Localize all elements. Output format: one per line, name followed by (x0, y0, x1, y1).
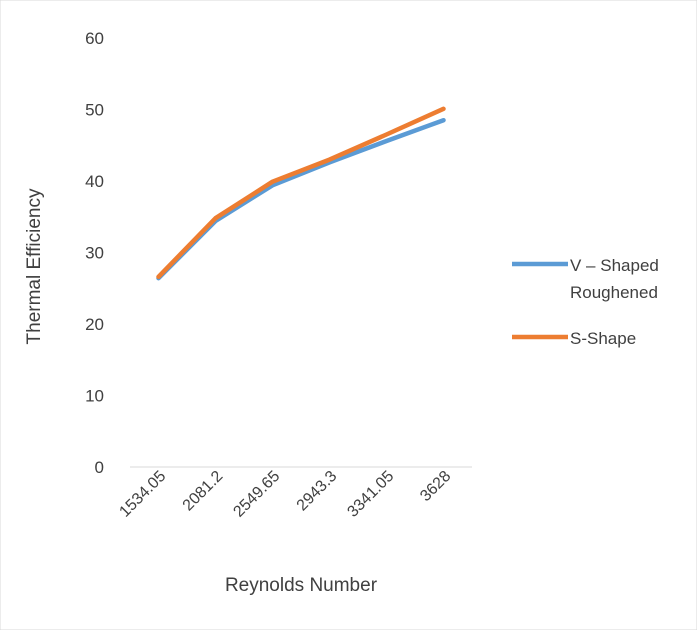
x-axis-label: Reynolds Number (225, 575, 378, 596)
y-tick-label: 20 (85, 315, 104, 334)
legend-label-0: V – Shaped (570, 256, 659, 275)
y-tick-label: 30 (85, 244, 104, 263)
series-layer (156, 106, 446, 281)
legend-label-0: Roughened (570, 283, 658, 302)
y-tick-label: 50 (85, 101, 104, 120)
legend: V – Shaped Roughened S-Shape (512, 256, 659, 348)
y-axis-label: Thermal Efficiency (24, 188, 45, 344)
y-axis-ticks: 0 10 20 30 40 50 60 (85, 29, 104, 477)
y-tick-label: 60 (85, 29, 104, 48)
y-tick-label: 10 (85, 387, 104, 406)
y-tick-label: 0 (95, 458, 104, 477)
y-tick-label: 40 (85, 172, 104, 191)
series-line-1 (156, 106, 446, 280)
legend-label-1: S-Shape (570, 329, 636, 348)
